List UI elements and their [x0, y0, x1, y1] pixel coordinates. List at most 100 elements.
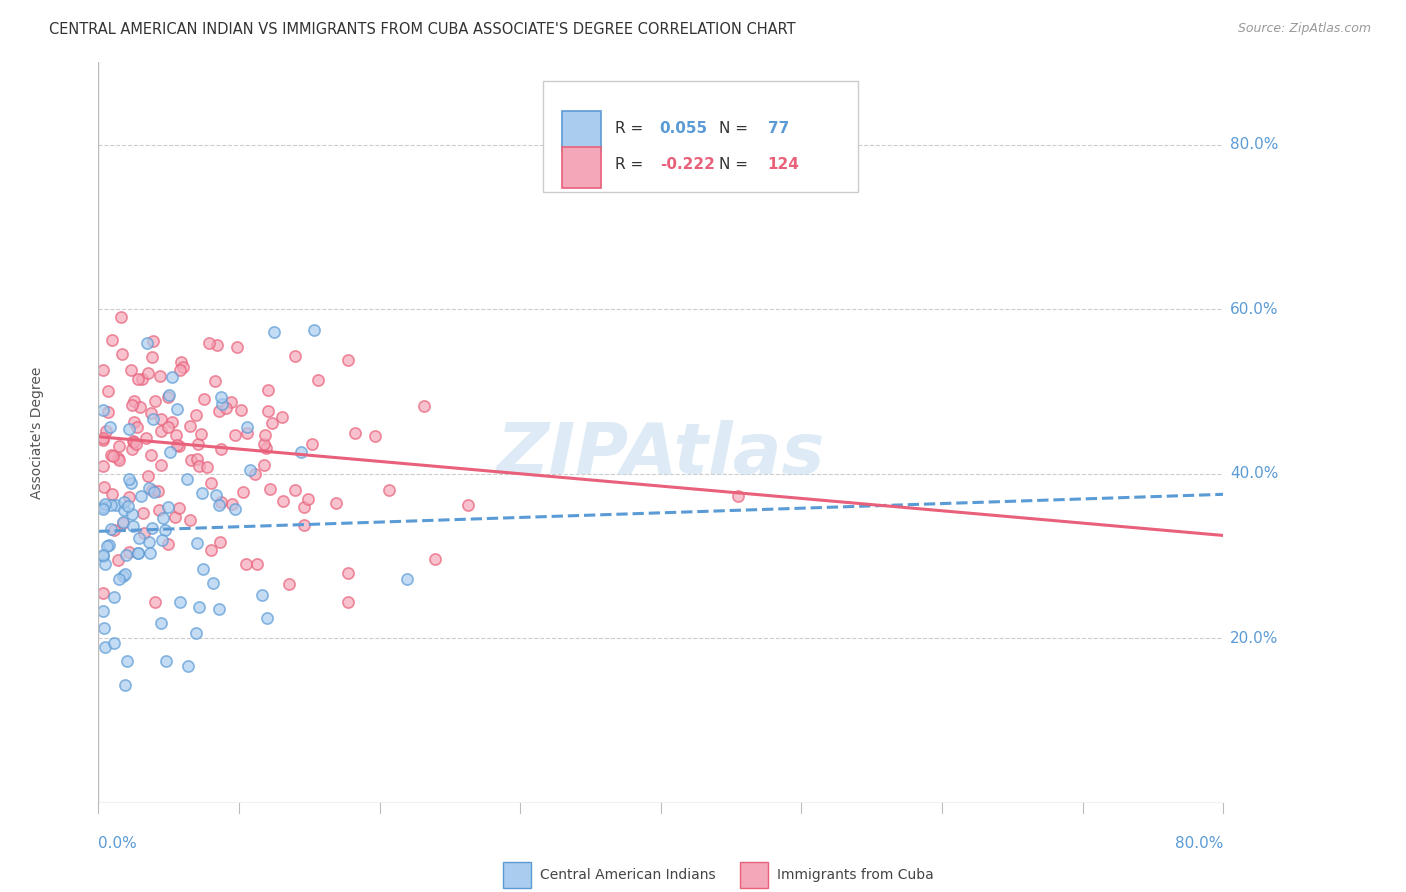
Point — [138, 534, 160, 549]
Bar — [562, 147, 602, 188]
Bar — [562, 111, 602, 152]
Point — [150, 533, 173, 547]
Point — [139, 546, 162, 560]
Point — [337, 594, 360, 608]
Point — [204, 375, 226, 389]
Point — [98, 419, 121, 434]
Point — [112, 495, 135, 509]
Point — [122, 519, 145, 533]
Point — [91, 431, 114, 445]
Point — [112, 502, 135, 516]
Point — [100, 498, 122, 512]
Point — [205, 488, 228, 502]
Point — [141, 521, 163, 535]
Point — [101, 449, 124, 463]
Text: -0.222: -0.222 — [659, 157, 714, 172]
Point — [91, 459, 114, 474]
Point — [169, 363, 191, 377]
Point — [302, 323, 325, 337]
Point — [138, 481, 160, 495]
Point — [195, 459, 218, 474]
Point — [94, 557, 117, 571]
Point — [336, 352, 359, 367]
Point — [150, 458, 173, 472]
Point — [131, 372, 153, 386]
Point — [246, 558, 269, 572]
Point — [208, 601, 231, 615]
Point — [143, 485, 166, 500]
Point — [107, 553, 129, 567]
Point — [91, 500, 114, 514]
Text: 20.0%: 20.0% — [1230, 631, 1278, 646]
Point — [91, 585, 114, 599]
Point — [200, 476, 222, 491]
Point — [186, 535, 208, 549]
Point — [132, 507, 155, 521]
Point — [208, 404, 231, 418]
Point — [148, 503, 170, 517]
Point — [149, 368, 172, 383]
Point — [100, 448, 122, 462]
Point — [128, 531, 150, 545]
Point — [142, 412, 165, 426]
Point — [169, 595, 191, 609]
Point — [129, 489, 152, 503]
Bar — [740, 862, 768, 888]
Point — [165, 427, 187, 442]
Point — [94, 497, 117, 511]
Point — [378, 483, 401, 497]
Bar — [503, 862, 531, 888]
Point — [122, 394, 145, 409]
Point — [159, 445, 181, 459]
Point — [184, 625, 207, 640]
Point — [141, 483, 163, 497]
Point — [172, 360, 194, 375]
Point — [191, 562, 214, 576]
Point — [120, 476, 142, 491]
Text: Immigrants from Cuba: Immigrants from Cuba — [776, 868, 934, 882]
Point — [297, 492, 319, 507]
Text: 80.0%: 80.0% — [1175, 836, 1223, 851]
Point — [263, 325, 285, 339]
Point — [114, 567, 136, 582]
Point — [187, 437, 209, 451]
Point — [169, 439, 191, 453]
Point — [111, 346, 134, 360]
Point — [156, 500, 179, 514]
Text: Source: ZipAtlas.com: Source: ZipAtlas.com — [1237, 22, 1371, 36]
Point — [239, 463, 262, 477]
Point — [110, 310, 132, 324]
Point — [135, 431, 157, 445]
Point — [284, 483, 307, 497]
Point — [153, 523, 176, 537]
Point — [727, 489, 749, 503]
Point — [253, 458, 276, 472]
Point — [254, 442, 277, 456]
Point — [273, 493, 295, 508]
Point — [179, 419, 201, 434]
Point — [301, 436, 323, 450]
Point — [364, 428, 387, 442]
Point — [215, 401, 238, 416]
Text: N =: N = — [720, 157, 754, 172]
Point — [117, 499, 139, 513]
Point — [202, 576, 225, 591]
Text: R =: R = — [614, 157, 648, 172]
Point — [100, 522, 122, 536]
Point — [162, 370, 184, 384]
Point — [139, 448, 162, 462]
Point — [187, 599, 209, 614]
Point — [127, 420, 149, 434]
Point — [91, 363, 114, 377]
Point — [163, 510, 186, 524]
Point — [208, 535, 231, 549]
Point — [121, 434, 143, 449]
Point — [270, 410, 292, 425]
Point — [118, 490, 141, 504]
Text: R =: R = — [614, 120, 648, 136]
Point — [142, 334, 165, 348]
Point — [200, 542, 222, 557]
Point — [107, 439, 129, 453]
Point — [186, 451, 208, 466]
Point — [179, 513, 201, 527]
